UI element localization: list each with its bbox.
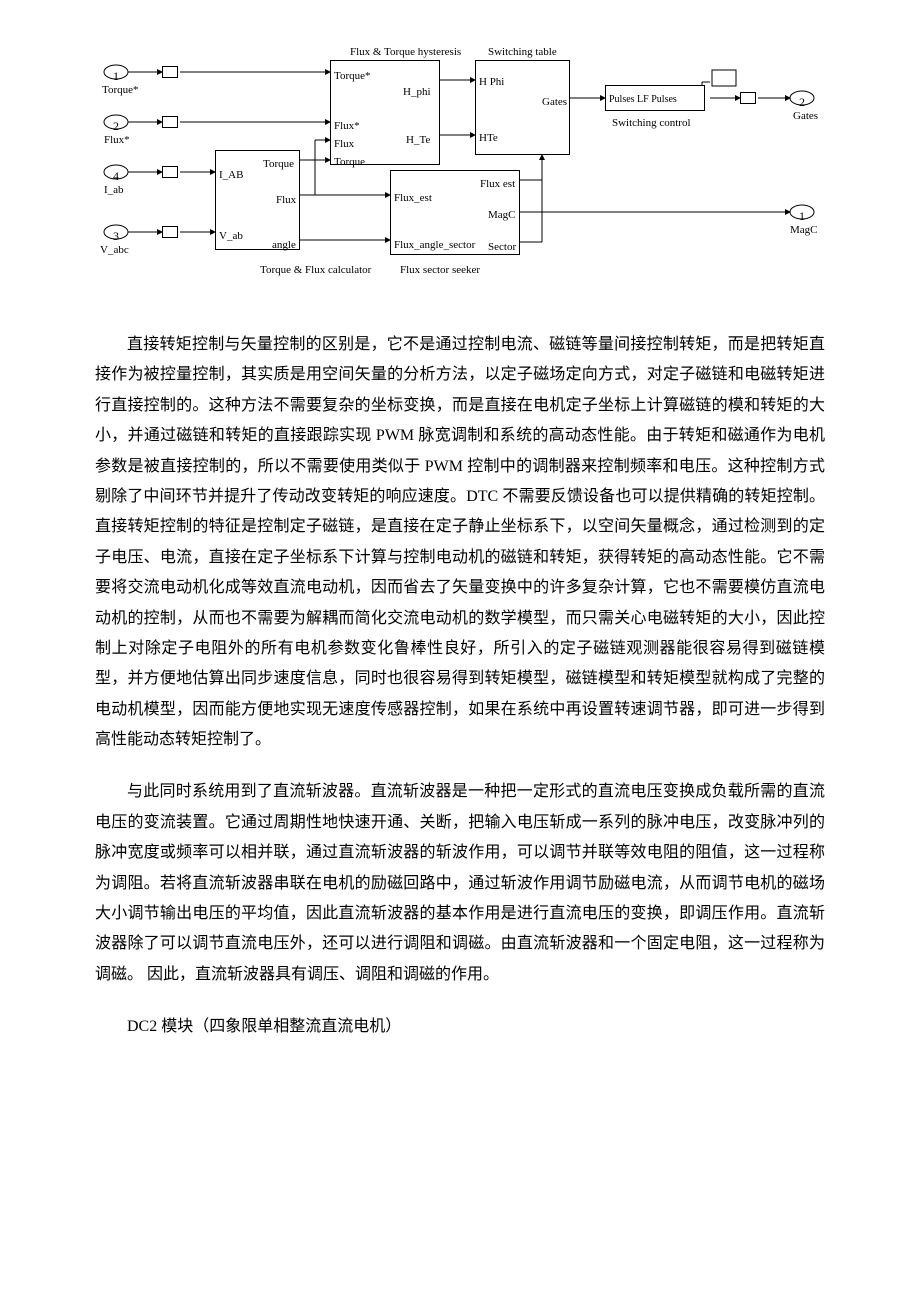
- calc-angle-out: angle: [272, 235, 296, 256]
- paragraph-1: 直接转矩控制与矢量控制的区别是，它不是通过控制电流、磁链等量间接控制转矩，而是把…: [95, 330, 825, 755]
- hys-torque-fb: Torque: [334, 152, 365, 173]
- hys-hte: H_Te: [406, 130, 430, 151]
- sector-angle-in: Flux_angle_sector: [394, 235, 475, 256]
- sw-gates: Gates: [542, 92, 567, 113]
- footer-calculator: Torque & Flux calculator: [260, 260, 371, 281]
- calc-vab: V_ab: [219, 226, 243, 247]
- calc-torque-out: Torque: [263, 154, 294, 175]
- hys-flux-fb: Flux: [334, 134, 354, 155]
- port-gates: Gates: [793, 106, 818, 127]
- sw-pulses: Pulses LF Pulses: [609, 90, 677, 109]
- block-sat-2: [162, 116, 178, 128]
- hys-torque-in: Torque*: [334, 66, 371, 87]
- sw-ctrl: Switching control: [612, 113, 691, 134]
- sector-magc: MagC: [488, 205, 516, 226]
- sector-flux-in: Flux_est: [394, 188, 432, 209]
- block-sat-4: [162, 226, 178, 238]
- block-sat-3: [162, 166, 178, 178]
- block-sat-5: [740, 92, 756, 104]
- block-diagram: Flux & Torque hysteresis Switching table…: [100, 40, 820, 300]
- calc-iab: I_AB: [219, 165, 243, 186]
- calc-flux-out: Flux: [276, 190, 296, 211]
- footer-sector: Flux sector seeker: [400, 260, 480, 281]
- sector-flux-out: Flux est: [480, 174, 515, 195]
- port-torque: Torque*: [102, 80, 139, 101]
- paragraph-2: 与此同时系统用到了直流斩波器。直流斩波器是一种把一定形式的直流电压变换成负载所需…: [95, 777, 825, 990]
- port-vabc: V_abc: [100, 240, 129, 261]
- header-hysteresis: Flux & Torque hysteresis: [350, 42, 461, 63]
- hys-hphi: H_phi: [403, 82, 431, 103]
- sw-hte: HTe: [479, 128, 498, 149]
- port-flux: Flux*: [104, 130, 130, 151]
- header-switching: Switching table: [488, 42, 557, 63]
- sector-out: Sector: [488, 237, 516, 258]
- block-sat-1: [162, 66, 178, 78]
- sw-hphi: H Phi: [479, 72, 504, 93]
- port-iab: I_ab: [104, 180, 124, 201]
- port-magc: MagC: [790, 220, 818, 241]
- section-title: DC2 模块（四象限单相整流直流电机）: [95, 1012, 825, 1042]
